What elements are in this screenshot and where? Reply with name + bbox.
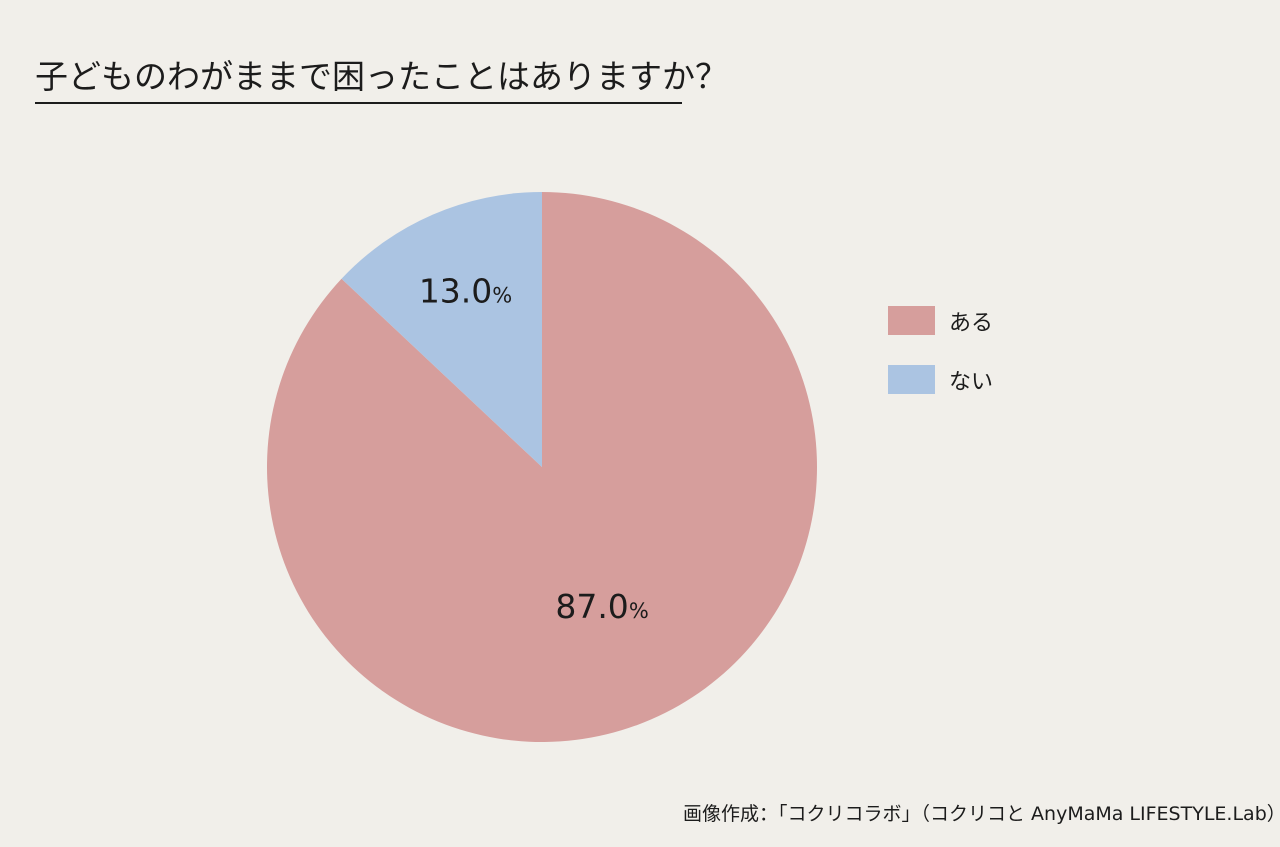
pie-slice-1 xyxy=(341,192,542,467)
legend-label-aru: ある xyxy=(949,310,994,336)
legend-swatch-nai xyxy=(888,365,935,394)
legend-label-nai: ない xyxy=(949,369,994,395)
legend-swatch-aru xyxy=(888,306,935,335)
source-credit: 画像作成：「コクリコラボ」（コクリコと AnyMaMa LIFESTYLE.La… xyxy=(683,803,1280,825)
chart-title: 子どものわがままで困ったことはありますか？ xyxy=(35,57,728,96)
pie-slice-0 xyxy=(266,192,817,743)
title-underline xyxy=(35,102,682,104)
pie-label-1: 13.0% xyxy=(419,271,512,310)
legend-item-nai: ない xyxy=(888,365,994,395)
legend-item-aru: ある xyxy=(888,306,994,336)
pie-label-0: 87.0% xyxy=(555,587,648,626)
legend: ある ない xyxy=(888,306,993,424)
